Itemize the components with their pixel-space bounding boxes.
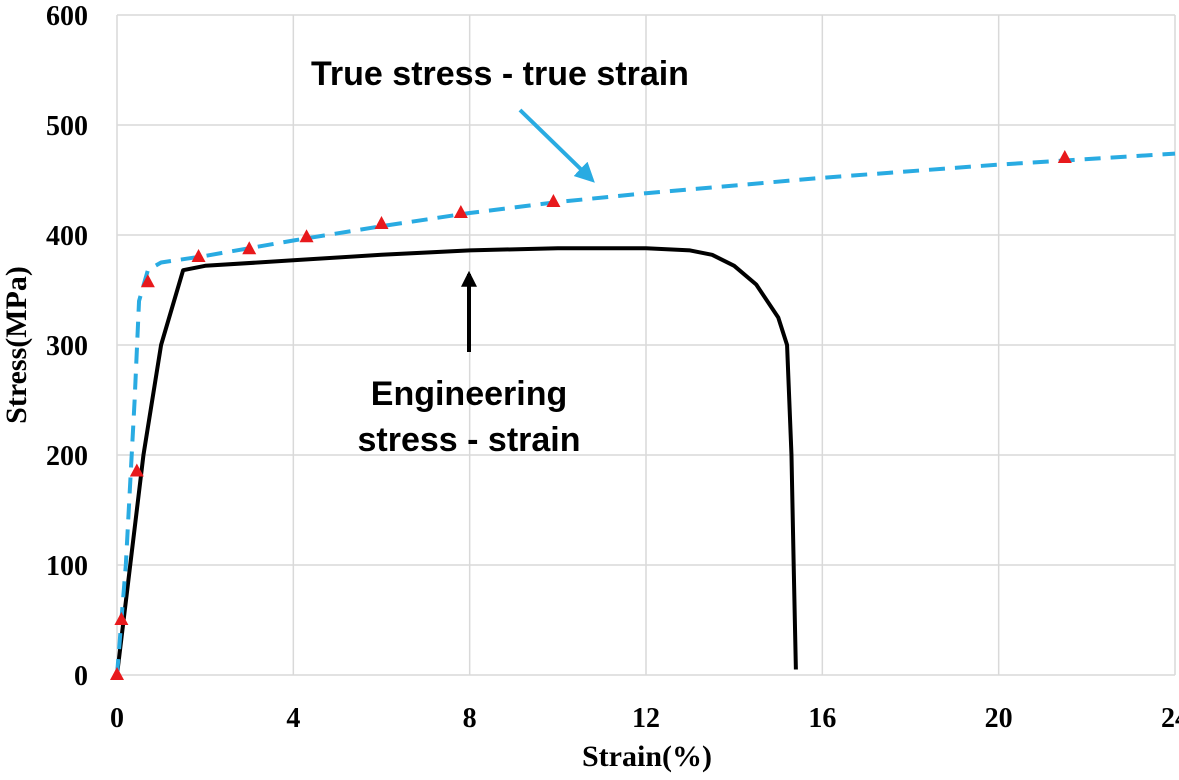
data-point (374, 216, 389, 229)
y-tick-label: 300 (46, 331, 88, 362)
annotation: Engineering (371, 375, 567, 413)
data-point (1057, 150, 1072, 163)
y-tick-label: 400 (46, 221, 88, 252)
data-point (299, 229, 314, 243)
data-point (129, 463, 144, 477)
data-line (115, 246, 798, 676)
y-tick-label: 500 (46, 111, 88, 142)
x-tick-label: 8 (463, 703, 477, 734)
x-tick-label: 12 (632, 703, 660, 734)
y-tick-label: 100 (46, 551, 88, 582)
data-point (114, 612, 129, 625)
y-tick-label: 600 (46, 1, 88, 32)
x-axis-title: Strain(%) (582, 740, 712, 773)
data-point (242, 241, 257, 255)
y-axis-title: Stress(MPa) (0, 266, 33, 424)
annotation-arrow (518, 108, 595, 183)
data-point (140, 274, 155, 288)
x-tick-label: 24 (1161, 703, 1179, 734)
y-tick-label: 200 (46, 441, 88, 472)
data-line (115, 151, 1176, 676)
y-tick-label: 0 (74, 661, 88, 692)
data-point (110, 667, 124, 680)
data-point (453, 205, 468, 218)
annotation: stress - strain (358, 421, 581, 459)
x-tick-label: 16 (808, 703, 836, 734)
data-point (546, 194, 561, 207)
x-tick-label: 20 (985, 703, 1013, 734)
x-tick-label: 4 (286, 703, 300, 734)
data-point (191, 249, 206, 262)
annotation: True stress - true strain (311, 55, 689, 93)
x-tick-label: 0 (110, 703, 124, 734)
